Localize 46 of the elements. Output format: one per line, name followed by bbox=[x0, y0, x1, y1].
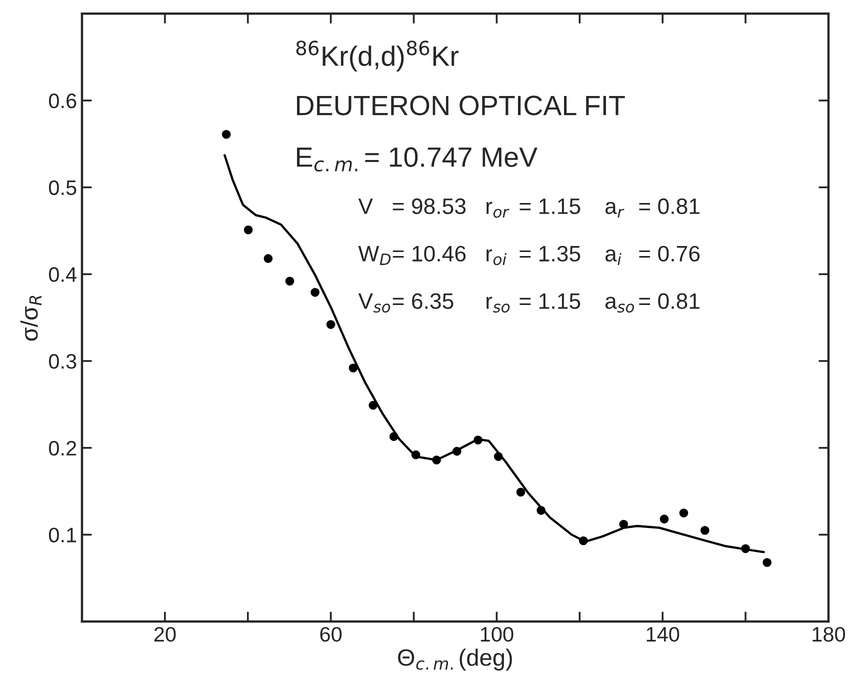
annotation: DEUTERON OPTICAL FIT bbox=[297, 96, 625, 116]
point bbox=[700, 526, 710, 535]
annotation: = 98.53 bbox=[392, 198, 466, 214]
annotation: r$_{so}$ bbox=[486, 296, 510, 313]
x-tick-label: 20 bbox=[154, 626, 176, 642]
x-tick-label: 180 bbox=[812, 626, 846, 642]
point bbox=[762, 558, 772, 567]
annotation: a$_{so}$ bbox=[605, 296, 634, 313]
annotation: = 6.35 bbox=[392, 293, 454, 309]
annotation: = 0.81 bbox=[639, 198, 700, 214]
y-tick-label: 0.1 bbox=[48, 528, 76, 542]
annotation: $^{86}$Kr(d,d)$^{86}$Kr bbox=[296, 40, 458, 72]
y-axis-title: σ/σ$_{R}$ bbox=[20, 296, 42, 341]
point bbox=[326, 320, 336, 329]
annotation: = 1.35 bbox=[520, 246, 580, 262]
y-tick-label: 0.2 bbox=[48, 440, 76, 456]
annotation: = 1.15 bbox=[520, 293, 580, 309]
annotation: r$_{oi}$ bbox=[486, 249, 506, 266]
x-tick-label: 100 bbox=[480, 626, 514, 642]
y-tick-label: 0.4 bbox=[48, 267, 77, 282]
annotation: E$_{c.m.}$= 10.747 MeV bbox=[297, 147, 538, 172]
annotation: r$_{or}$ bbox=[486, 202, 510, 218]
x-tick-label: 60 bbox=[320, 626, 342, 642]
y-tick-label: 0.6 bbox=[48, 94, 76, 108]
x-tick-label: 140 bbox=[646, 626, 680, 642]
annotation: V bbox=[358, 198, 373, 214]
annotation: = 0.81 bbox=[639, 293, 700, 309]
point bbox=[679, 508, 688, 518]
annotation: = 1.15 bbox=[520, 198, 580, 214]
point bbox=[244, 225, 253, 234]
point bbox=[310, 288, 320, 297]
point bbox=[285, 276, 294, 286]
annotation: a$_{r}$ bbox=[605, 202, 624, 218]
y-tick-label: 0.3 bbox=[48, 354, 76, 369]
annotation: W$_{D}$ bbox=[358, 246, 391, 265]
y-tick-label: 0.5 bbox=[48, 180, 76, 196]
annotation: = 10.46 bbox=[392, 246, 466, 262]
annotation: = 0.76 bbox=[639, 246, 700, 262]
point bbox=[516, 488, 526, 497]
x-axis-title: Θ$_{c.m.}$(deg) bbox=[398, 648, 512, 671]
annotation: V$_{so}$ bbox=[358, 293, 390, 313]
annotation: a$_{i}$ bbox=[605, 249, 622, 265]
point bbox=[660, 514, 669, 524]
point bbox=[348, 364, 358, 372]
point bbox=[222, 130, 231, 139]
point bbox=[264, 254, 273, 263]
